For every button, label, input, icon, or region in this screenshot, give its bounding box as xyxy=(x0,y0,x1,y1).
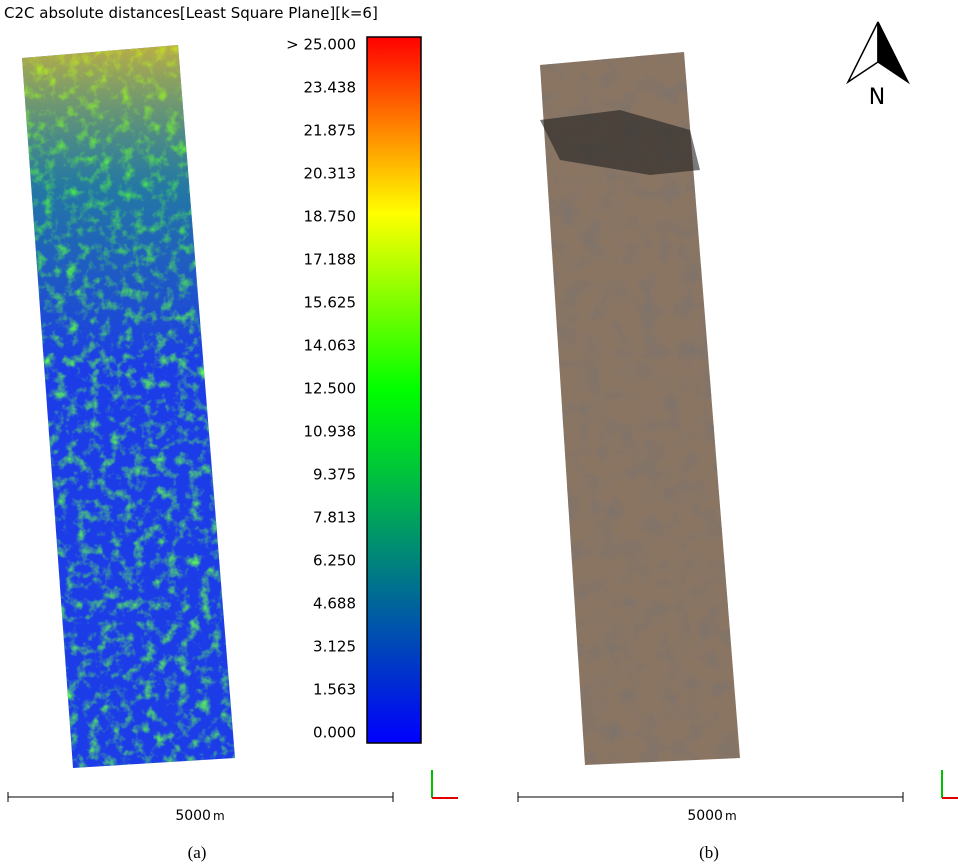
colorbar-label: 14.063 xyxy=(304,337,357,355)
colorbar-label: 3.125 xyxy=(313,638,356,656)
colorbar-label: 6.250 xyxy=(313,552,356,570)
colorbar-label: 12.500 xyxy=(304,380,357,398)
scale-number: 5000 xyxy=(175,808,211,824)
north-arrow-left xyxy=(848,22,878,82)
panel-title: C2C absolute distances[Least Square Plan… xyxy=(4,4,378,22)
colorbar-label: 23.438 xyxy=(304,79,357,97)
colorbar-labels: > 25.000 23.438 21.875 20.313 18.750 17.188 15… xyxy=(286,36,356,742)
north-label: N xyxy=(869,85,885,110)
colorbar-label: 7.813 xyxy=(313,509,356,527)
caption: (a) xyxy=(188,843,207,862)
distance-highlights xyxy=(22,45,235,768)
colorbar-label: 17.188 xyxy=(304,251,357,269)
scale-number: 5000 xyxy=(687,808,723,824)
colorbar xyxy=(367,37,421,743)
colorbar-label: 1.563 xyxy=(313,681,356,699)
colorbar-label: 20.313 xyxy=(304,165,357,183)
scale-unit: m xyxy=(725,809,737,823)
scale-unit: m xyxy=(213,809,225,823)
colorbar-label: 9.375 xyxy=(313,466,356,484)
caption: (b) xyxy=(699,843,719,862)
colorbar-label: > 25.000 xyxy=(286,36,356,54)
figure: C2C absolute distances[Least Square Plan… xyxy=(0,0,958,867)
colorbar-label: 21.875 xyxy=(304,122,357,140)
colorbar-label: 0.000 xyxy=(313,724,356,742)
colorbar-label: 15.625 xyxy=(304,294,357,312)
north-arrow-right xyxy=(878,22,908,82)
page: C2C absolute distances[Least Square Plan… xyxy=(0,0,958,867)
colorbar-label: 4.688 xyxy=(313,595,356,613)
colorbar-label: 18.750 xyxy=(304,208,357,226)
colorbar-label: 10.938 xyxy=(304,423,357,441)
